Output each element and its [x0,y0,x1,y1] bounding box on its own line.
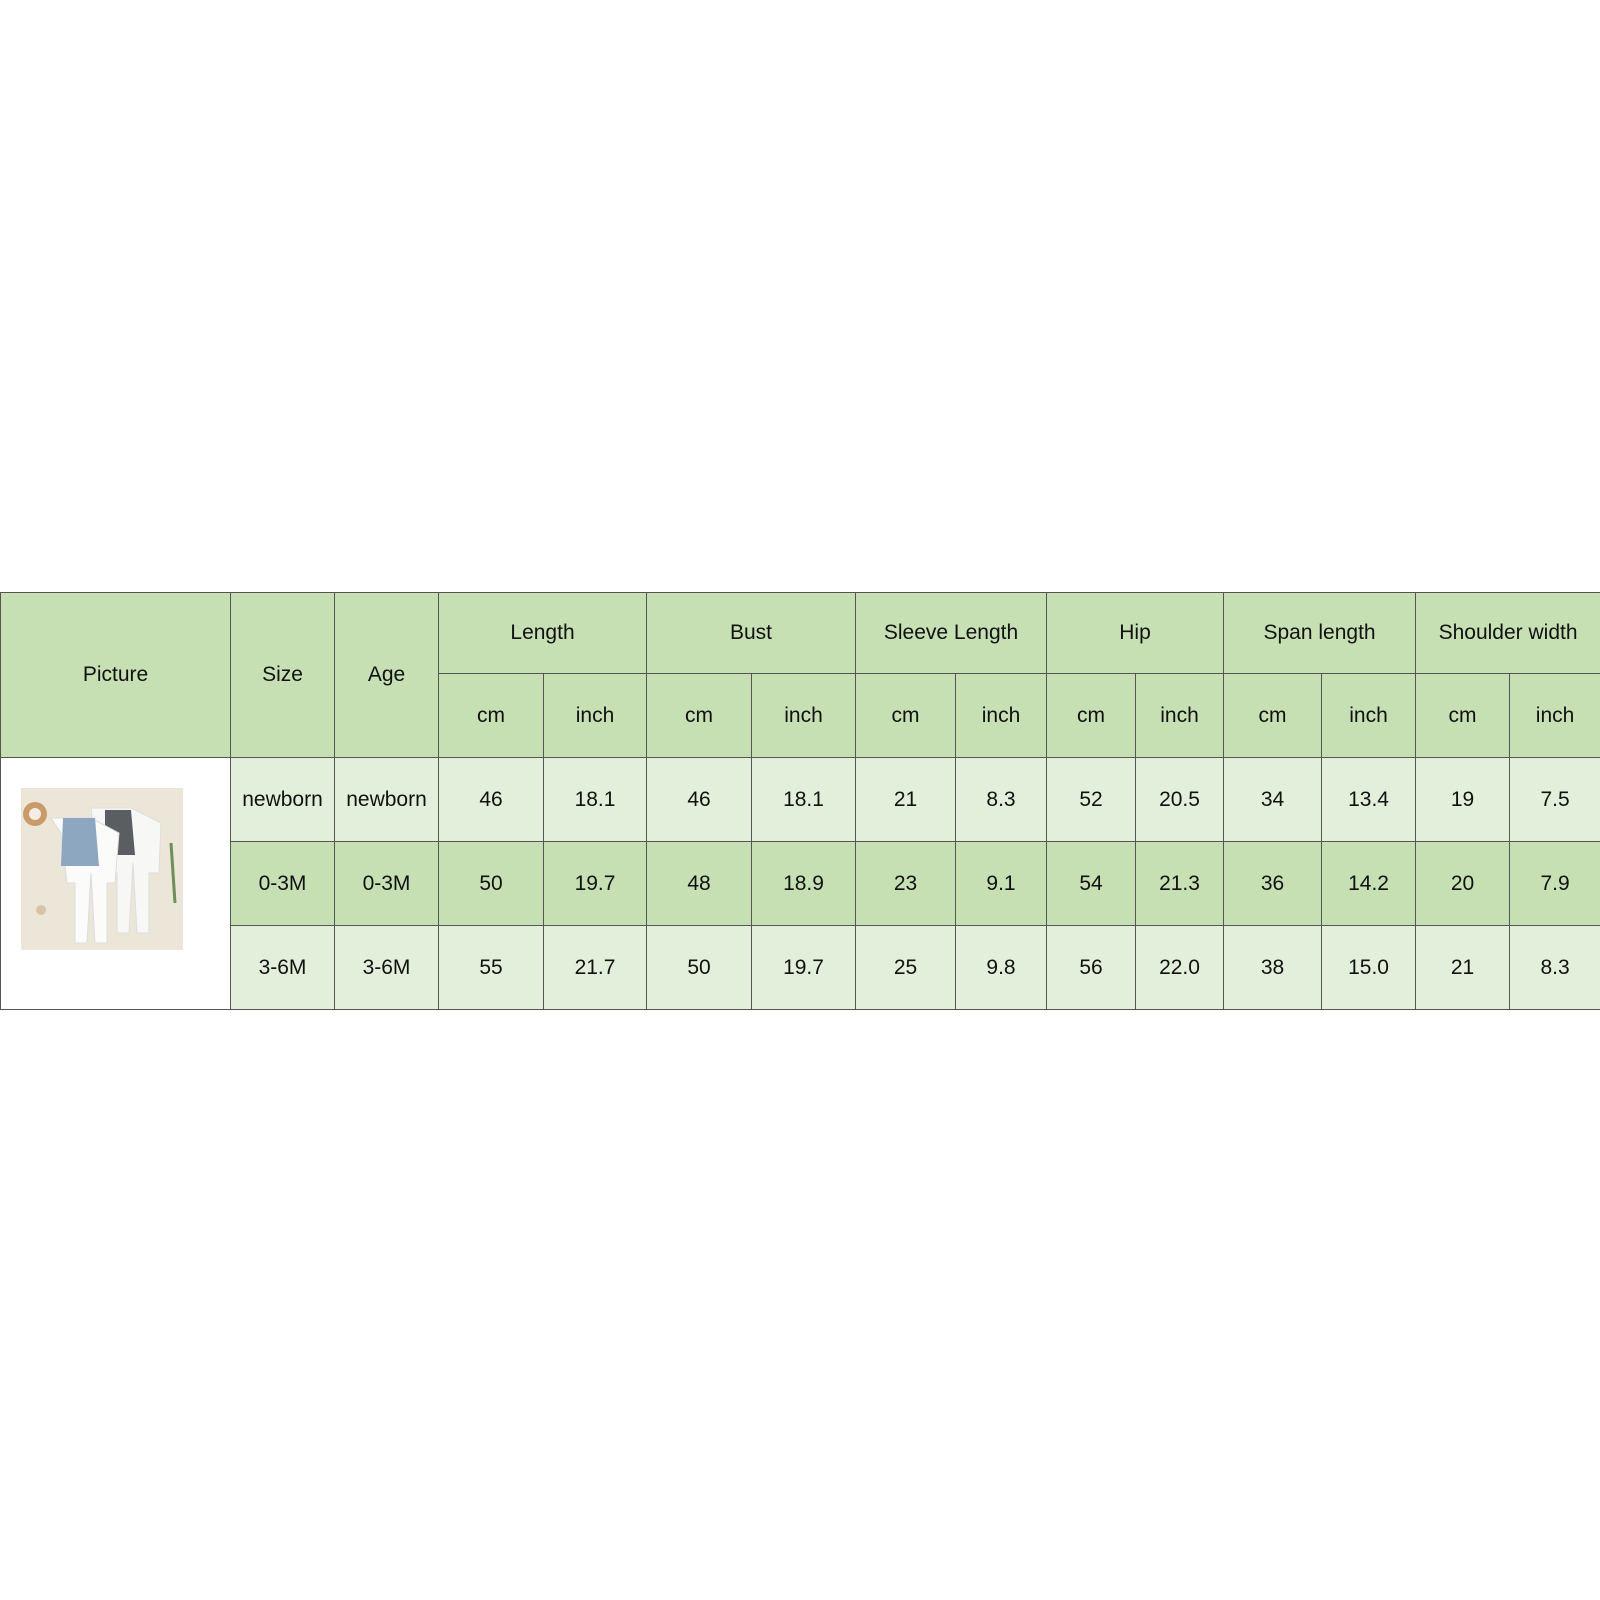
value-cell: 34 [1223,757,1323,842]
romper-product-image [21,788,183,950]
value-cell: 13.4 [1321,757,1417,842]
value-cell: 21.7 [542,925,648,1010]
size-cell: newborn [230,757,335,842]
header-size: Size [230,592,335,758]
value-cell: 48 [646,841,753,926]
value-cell: 21 [1415,925,1511,1010]
value-cell: 18.1 [542,757,648,842]
value-cell: 52 [1046,757,1137,842]
product-picture-cell [0,757,231,1010]
header-unit-cm: cm [855,673,957,758]
header-picture: Picture [0,592,231,758]
header-bust: Bust [646,592,857,674]
header-unit-inch: inch [542,673,648,758]
value-cell: 14.2 [1321,841,1417,926]
value-cell: 19.7 [542,841,648,926]
size-cell: 3-6M [230,925,335,1010]
age-cell: 3-6M [334,925,439,1010]
value-cell: 56 [1046,925,1137,1010]
header-unit-inch: inch [1135,673,1225,758]
value-cell: 22.0 [1135,925,1225,1010]
header-unit-cm: cm [1046,673,1137,758]
value-cell: 23 [855,841,957,926]
header-unit-inch: inch [1509,673,1600,758]
value-cell: 19 [1415,757,1511,842]
value-cell: 54 [1046,841,1137,926]
header-span-length: Span length [1223,592,1417,674]
value-cell: 21 [855,757,957,842]
value-cell: 7.9 [1509,841,1600,926]
age-cell: 0-3M [334,841,439,926]
table-row: 3-6M 3-6M 55 21.7 50 19.7 25 9.8 56 22.0 38 15.0 21 8… [0,925,1600,1010]
header-unit-cm: cm [646,673,753,758]
header-age: Age [334,592,439,758]
header-row-groups: Picture Size Age Length Bust Sleeve Leng… [0,592,1600,758]
table-row: 0-3M 0-3M 50 19.7 48 18.9 23 9.1 54 21.3 36 14.2 20 7… [0,841,1600,926]
value-cell: 55 [438,925,544,1010]
value-cell: 9.1 [955,841,1048,926]
age-cell: newborn [334,757,439,842]
value-cell: 46 [646,757,753,842]
size-cell: 0-3M [230,841,335,926]
size-chart-table: Picture Size Age Length Bust Sleeve Leng… [0,592,1600,1010]
header-unit-inch: inch [751,673,857,758]
header-hip: Hip [1046,592,1225,674]
value-cell: 7.5 [1509,757,1600,842]
value-cell: 8.3 [955,757,1048,842]
header-row-units: cm inch cm inch cm inch cm inch cm inch cm inch [1,673,1600,758]
value-cell: 46 [438,757,544,842]
value-cell: 25 [855,925,957,1010]
value-cell: 50 [646,925,753,1010]
value-cell: 19.7 [751,925,857,1010]
header-unit-cm: cm [1415,673,1511,758]
value-cell: 36 [1223,841,1323,926]
value-cell: 50 [438,841,544,926]
header-sleeve-length: Sleeve Length [855,592,1048,674]
value-cell: 20 [1415,841,1511,926]
value-cell: 8.3 [1509,925,1600,1010]
value-cell: 38 [1223,925,1323,1010]
value-cell: 20.5 [1135,757,1225,842]
value-cell: 15.0 [1321,925,1417,1010]
value-cell: 9.8 [955,925,1048,1010]
header-length: Length [437,592,648,674]
header-shoulder-width: Shoulder width [1415,592,1600,674]
header-unit-cm: cm [438,673,544,758]
header-unit-inch: inch [1321,673,1417,758]
table-row: newborn newborn 46 18.1 46 18.1 21 8.3 52 20.5 34 1… [0,757,1600,1010]
header-unit-cm: cm [1223,673,1323,758]
value-cell: 18.9 [751,841,857,926]
value-cell: 18.1 [751,757,857,842]
value-cell: 21.3 [1135,841,1225,926]
header-unit-inch: inch [955,673,1048,758]
